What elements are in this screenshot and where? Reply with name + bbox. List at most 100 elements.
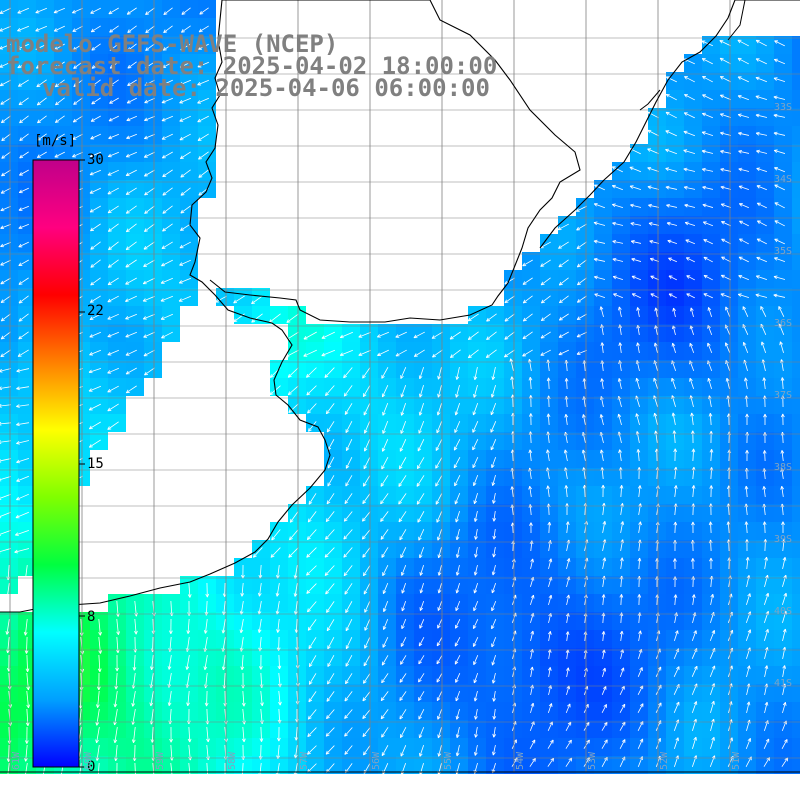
- wind-arrow: [437, 582, 442, 594]
- wind-arrow: [0, 403, 12, 408]
- wind-arrow: [739, 203, 749, 209]
- wind-arrow: [455, 564, 460, 576]
- wind-arrow: [780, 377, 785, 390]
- wind-arrow: [744, 485, 749, 498]
- wind-arrow: [343, 367, 353, 379]
- wind-arrow: [24, 744, 28, 762]
- wind-arrow: [0, 331, 11, 340]
- wind-arrow: [522, 259, 533, 267]
- wind-arrow: [763, 413, 767, 426]
- wind-arrow: [702, 112, 714, 119]
- wind-arrow: [345, 619, 353, 632]
- lat-label-33s: 33S: [773, 102, 792, 113]
- wind-arrow: [53, 7, 66, 14]
- wind-arrow: [307, 619, 317, 631]
- wind-arrow: [1, 115, 11, 124]
- wind-arrow: [599, 414, 604, 426]
- wind-arrow: [125, 385, 137, 394]
- wind-arrow: [761, 341, 767, 354]
- wind-arrow: [522, 331, 533, 340]
- wind-arrow: [345, 655, 353, 667]
- wind-arrow: [400, 564, 407, 576]
- wind-arrow: [455, 708, 460, 720]
- wind-arrow: [142, 277, 155, 285]
- wind-arrow: [432, 349, 443, 358]
- wind-arrow: [576, 331, 587, 338]
- wind-arrow: [168, 618, 173, 634]
- wind-arrow: [691, 594, 696, 606]
- wind-arrow: [602, 667, 607, 678]
- wind-arrow: [145, 25, 155, 34]
- wind-arrow: [738, 167, 750, 172]
- wind-arrow: [90, 25, 101, 33]
- wind-arrow: [221, 618, 226, 634]
- wind-arrow: [721, 256, 731, 263]
- wind-arrow: [547, 739, 554, 749]
- wind-arrow: [600, 342, 605, 354]
- wind-arrow: [490, 421, 497, 433]
- wind-arrow: [764, 629, 769, 642]
- wind-arrow: [762, 450, 767, 462]
- wind-cell: [792, 324, 800, 342]
- wind-arrow: [221, 654, 226, 671]
- wind-arrow: [774, 257, 786, 263]
- wind-arrow: [504, 331, 515, 340]
- wind-arrow: [54, 133, 65, 141]
- wind-arrow: [612, 275, 624, 280]
- wind-arrow: [362, 475, 371, 487]
- wind-arrow: [344, 493, 353, 505]
- wind-arrow: [73, 79, 83, 88]
- wind-arrow: [399, 673, 407, 683]
- wind-arrow: [15, 529, 30, 536]
- wind-arrow: [522, 295, 533, 304]
- lat-label-34s: 34S: [773, 174, 792, 185]
- wind-arrow: [636, 324, 641, 336]
- wind-arrow: [381, 655, 389, 666]
- wind-arrow: [755, 275, 768, 281]
- wind-arrow: [725, 306, 731, 318]
- wind-arrow: [18, 97, 29, 106]
- wind-arrow: [0, 7, 11, 14]
- wind-arrow: [665, 111, 677, 119]
- wind-arrow: [780, 450, 785, 462]
- wind-arrow: [181, 7, 191, 15]
- wind-arrow: [684, 203, 696, 208]
- wind-arrow: [107, 259, 119, 268]
- wind-arrow: [36, 79, 47, 88]
- wind-arrow: [5, 762, 10, 780]
- wind-arrow: [19, 169, 29, 176]
- wind-arrow: [344, 727, 353, 737]
- wind-arrow: [455, 690, 461, 702]
- wind-arrow: [530, 558, 534, 570]
- wind-arrow: [127, 43, 137, 51]
- wind-arrow: [98, 618, 102, 636]
- wind-arrow: [745, 557, 750, 570]
- wind-arrow: [599, 306, 604, 318]
- wind-arrow: [89, 295, 101, 303]
- wind-arrow: [327, 637, 335, 650]
- wind-arrow: [437, 744, 442, 757]
- wind-arrow: [504, 295, 515, 304]
- wind-arrow: [362, 511, 371, 522]
- wind-arrow: [54, 151, 65, 158]
- wind-arrow: [509, 358, 514, 372]
- wind-arrow: [737, 57, 749, 65]
- wind-arrow: [362, 547, 371, 558]
- wind-arrow: [558, 259, 569, 268]
- wind-arrow: [540, 313, 551, 322]
- wind-arrow: [612, 221, 624, 226]
- colorbar: [32, 159, 85, 768]
- lon-label-51w: 51W: [731, 751, 742, 770]
- wind-arrow: [16, 368, 30, 373]
- wind-arrow: [583, 721, 590, 731]
- wind-arrow: [197, 79, 210, 86]
- wind-arrow: [601, 686, 607, 695]
- wind-arrow: [745, 738, 752, 750]
- wind-arrow: [144, 367, 155, 376]
- wind-arrow: [400, 420, 407, 434]
- wind-arrow: [756, 238, 767, 245]
- wind-arrow: [143, 151, 155, 158]
- wind-arrow: [522, 277, 533, 285]
- wind-arrow: [612, 203, 624, 208]
- wind-arrow: [665, 148, 678, 155]
